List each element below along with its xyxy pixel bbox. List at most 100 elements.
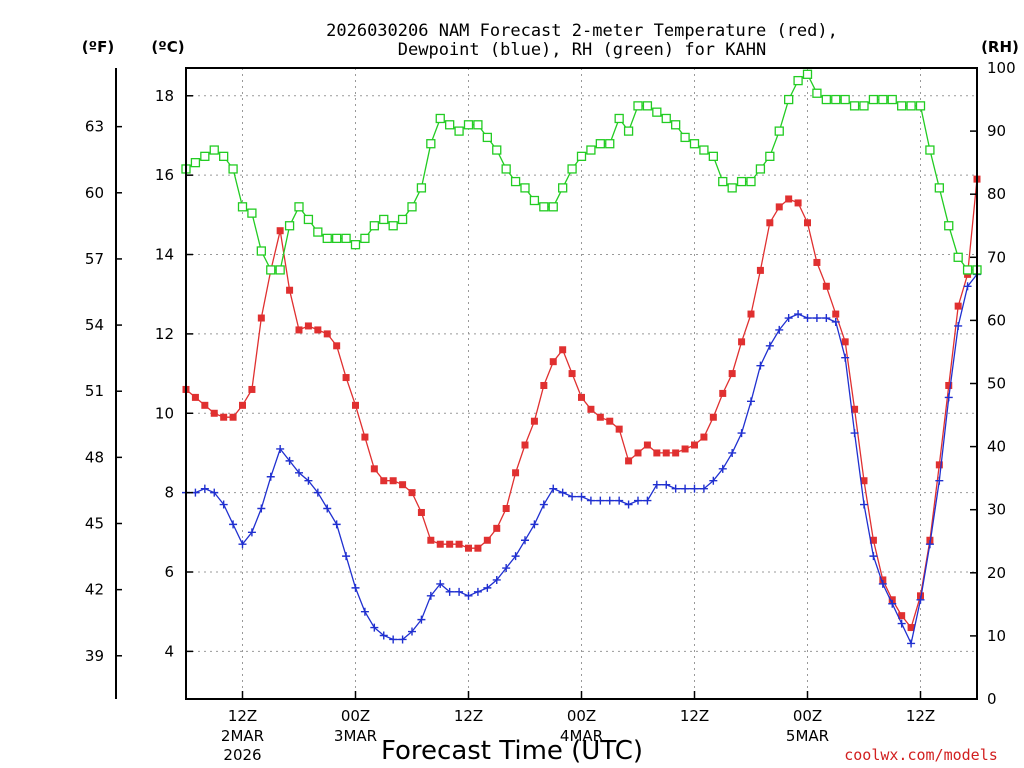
rh-tick-label: 90 <box>987 122 1006 140</box>
temperature-point <box>370 465 378 473</box>
rh-point <box>529 195 540 206</box>
fahrenheit-tick-label: 63 <box>85 118 104 136</box>
rh-point <box>379 214 389 225</box>
rh-point <box>953 252 963 262</box>
dewpoint-point <box>954 321 963 330</box>
celsius-tick-label: 12 <box>155 325 174 343</box>
x-tick-date: 3MAR <box>334 727 377 745</box>
dewpoint-point <box>285 456 294 465</box>
dewpoint-point <box>247 528 256 537</box>
rh-point <box>313 227 323 237</box>
temperature-point <box>587 405 595 413</box>
rh-point <box>812 88 822 98</box>
temperature-point <box>672 449 680 457</box>
rh-tick-label: 100 <box>987 59 1016 77</box>
data-series <box>181 69 982 648</box>
dewpoint-point <box>304 476 313 485</box>
rh-point <box>388 221 398 231</box>
temperature-point <box>229 413 237 421</box>
dewpoint-point <box>426 591 435 600</box>
dewpoint-point <box>455 587 464 596</box>
dewpoint-point <box>860 500 868 509</box>
dewpoint-point <box>841 353 850 362</box>
rh-tick-label: 30 <box>987 501 1006 519</box>
chart-subtitle: Dewpoint (blue), RH (green) for KAHN <box>398 40 766 60</box>
temperature-point <box>851 405 859 413</box>
dewpoint-point <box>445 587 454 596</box>
rh-point <box>897 101 907 111</box>
rh-point <box>878 94 888 105</box>
rh-tick-label: 70 <box>987 248 1006 266</box>
rh-point <box>727 183 737 193</box>
dewpoint-point <box>492 575 501 584</box>
dewpoint-point <box>963 282 972 291</box>
rh-point <box>689 139 700 149</box>
fahrenheit-tick-label: 42 <box>85 581 104 599</box>
rh-point <box>482 132 492 143</box>
rh-point <box>642 101 653 111</box>
rh-point <box>473 120 483 130</box>
rh-point <box>369 221 379 231</box>
x-tick-label: 00Z <box>567 707 596 725</box>
temperature-point <box>191 393 199 401</box>
rh-tick-label: 60 <box>987 311 1006 329</box>
rh-point <box>237 202 248 212</box>
dewpoint-point <box>907 639 916 648</box>
x-tick-label: 12Z <box>680 707 709 725</box>
dewpoint-point <box>925 540 934 549</box>
rh-tick-label: 50 <box>987 375 1006 393</box>
temperature-point <box>700 433 708 441</box>
dewpoint-point <box>681 484 690 493</box>
rh-tick-label: 40 <box>987 438 1006 456</box>
dewpoint-point <box>794 310 803 319</box>
fahrenheit-tick-label: 54 <box>85 316 104 334</box>
dewpoint-point <box>210 488 219 497</box>
celsius-tick-label: 18 <box>155 87 174 105</box>
celsius-tick-label: 10 <box>155 404 174 422</box>
rh-point <box>925 145 935 155</box>
dewpoint-point <box>831 317 840 326</box>
rh-point <box>671 120 681 130</box>
fahrenheit-tick-label: 60 <box>85 184 104 202</box>
dewpoint-point <box>539 500 548 509</box>
rh-point <box>586 145 596 155</box>
temperature-point <box>945 381 953 389</box>
dewpoint-point <box>803 314 812 323</box>
dewpoint-point <box>313 488 322 497</box>
temperature-point <box>286 286 294 294</box>
rh-point <box>209 145 219 155</box>
plot-frame <box>185 67 978 700</box>
temperature-point <box>898 612 906 620</box>
temperature-point <box>257 314 265 322</box>
rh-point <box>284 221 295 231</box>
rh-point <box>350 240 361 250</box>
rh-point <box>718 176 728 187</box>
temperature-point <box>738 338 746 346</box>
temperature-point <box>436 540 444 548</box>
dewpoint-point <box>643 496 652 505</box>
dewpoint-point <box>568 492 577 501</box>
temperature-point <box>756 266 764 274</box>
rh-point <box>426 139 436 149</box>
rh-point <box>397 214 408 225</box>
celsius-axis-label: (ºC) <box>151 38 184 56</box>
rh-point <box>859 101 869 111</box>
temperature-point <box>625 457 633 465</box>
rh-point <box>774 126 784 136</box>
dewpoint-point <box>652 480 661 489</box>
dewpoint-point <box>596 496 605 505</box>
dewpoint-point <box>229 520 238 529</box>
temperature-point <box>869 536 877 544</box>
dewpoint-point <box>944 393 953 402</box>
dewpoint-point <box>897 619 906 628</box>
dewpoint-point <box>605 496 614 505</box>
temperature-point <box>304 322 312 330</box>
rh-tick-label: 20 <box>987 564 1006 582</box>
dewpoint-point <box>342 552 351 561</box>
rh-point <box>784 94 794 105</box>
dewpoint-point <box>916 595 925 604</box>
dewpoint-point <box>521 536 529 545</box>
temperature-point <box>954 302 962 310</box>
temperature-point <box>455 540 463 548</box>
dewpoint-point <box>784 314 793 323</box>
